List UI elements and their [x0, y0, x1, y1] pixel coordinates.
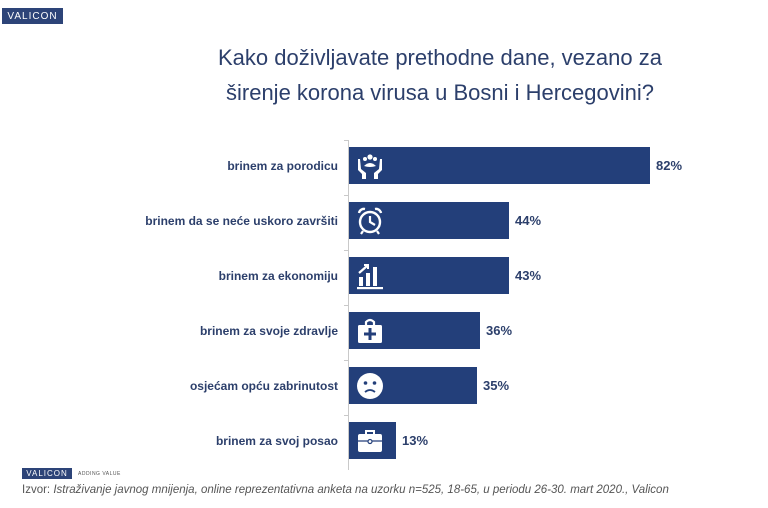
source-note: Izvor: Istraživanje javnog mnijenja, onl…	[22, 484, 669, 496]
bar	[349, 367, 477, 404]
bar-row: brinem da se neće uskoro završiti 44%	[0, 202, 768, 239]
briefcase-icon	[358, 430, 382, 452]
medical-bag-icon	[358, 318, 382, 343]
family-hands-icon	[358, 154, 382, 179]
bar-label: brinem za porodicu	[227, 158, 338, 173]
bar-label: brinem za svoje zdravlje	[199, 323, 338, 338]
bar-row: brinem za ekonomiju 43%	[0, 257, 768, 294]
title-line-1: Kako doživljavate prethodne dane, vezano…	[218, 45, 662, 70]
axis-tick	[344, 305, 349, 306]
source-prefix: Izvor:	[22, 484, 54, 496]
source-text: Istraživanje javnog mnijenja, online rep…	[53, 484, 669, 496]
footer-valicon-logo: VALICON	[22, 468, 72, 479]
sad-face-icon	[357, 373, 383, 399]
bar-row: brinem za svoje zdravlje 36%	[0, 312, 768, 349]
footer-logo: VALICON ADDING VALUE	[22, 468, 121, 479]
bar-row: osjećam opću zabrinutost 35%	[0, 367, 768, 404]
axis-tick	[344, 360, 349, 361]
bar	[349, 257, 509, 294]
bar	[349, 422, 396, 459]
title-line-2: širenje korona virusa u Bosni i Hercegov…	[226, 80, 654, 105]
axis-tick	[344, 195, 349, 196]
bar-label: brinem za ekonomiju	[218, 268, 338, 283]
alarm-clock-icon	[357, 207, 383, 235]
bar-label: brinem za svoj posao	[215, 433, 338, 448]
bar	[349, 147, 650, 184]
footer-tagline: ADDING VALUE	[78, 470, 121, 477]
valicon-logo: VALICON	[2, 8, 63, 24]
bar-value: 43%	[515, 268, 542, 283]
axis-tick	[344, 415, 349, 416]
bar-row: brinem za porodicu 82%	[0, 147, 768, 184]
chart-title: Kako doživljavate prethodne dane, vezano…	[160, 40, 720, 110]
bar-label: brinem da se neće uskoro završiti	[145, 213, 338, 228]
bar	[349, 312, 480, 349]
bar-row: brinem za svoj posao 13%	[0, 422, 768, 459]
axis-tick	[344, 250, 349, 251]
bar-label: osjećam opću zabrinutost	[189, 378, 338, 393]
bar-value: 36%	[486, 323, 513, 338]
bar-value: 35%	[483, 378, 510, 393]
axis-tick	[344, 140, 349, 141]
bar-value: 13%	[402, 433, 429, 448]
bar-value: 82%	[656, 158, 683, 173]
growth-chart-icon	[357, 264, 383, 290]
bar-value: 44%	[515, 213, 542, 228]
bar	[349, 202, 509, 239]
